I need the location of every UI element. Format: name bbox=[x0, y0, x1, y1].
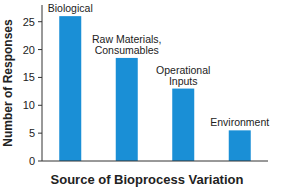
y-axis-label: Number of Responses bbox=[1, 19, 15, 147]
y-tick-label: 20 bbox=[23, 44, 35, 56]
category-label: Biological bbox=[48, 2, 93, 14]
category-label: Raw Materials,Consumables bbox=[92, 33, 161, 56]
x-axis-label: Source of Bioprocess Variation bbox=[51, 172, 244, 187]
x-axis bbox=[42, 161, 268, 162]
y-tick bbox=[38, 77, 42, 78]
y-tick bbox=[38, 21, 42, 22]
bar bbox=[116, 58, 138, 161]
category-label-line: Environment bbox=[210, 116, 269, 128]
y-tick-label: 15 bbox=[23, 71, 35, 83]
y-tick-label: 25 bbox=[23, 16, 35, 28]
y-tick bbox=[38, 49, 42, 50]
y-axis bbox=[42, 5, 43, 161]
bar bbox=[59, 16, 81, 161]
y-tick bbox=[38, 161, 42, 162]
category-label: OperationalInputs bbox=[156, 64, 210, 87]
category-label-line: Consumables bbox=[95, 44, 159, 56]
y-tick bbox=[38, 133, 42, 134]
y-tick-label: 10 bbox=[23, 99, 35, 111]
category-label: Environment bbox=[210, 116, 269, 128]
category-label-line: Inputs bbox=[169, 75, 198, 87]
y-tick-label: 0 bbox=[29, 155, 35, 167]
category-label-line: Biological bbox=[48, 2, 93, 14]
chart: 0 5 10 15 20 25 Biological Raw Materials,Consum… bbox=[0, 0, 300, 196]
bar bbox=[229, 130, 251, 161]
y-tick-label: 5 bbox=[29, 127, 35, 139]
bar bbox=[172, 89, 194, 161]
y-tick bbox=[38, 105, 42, 106]
